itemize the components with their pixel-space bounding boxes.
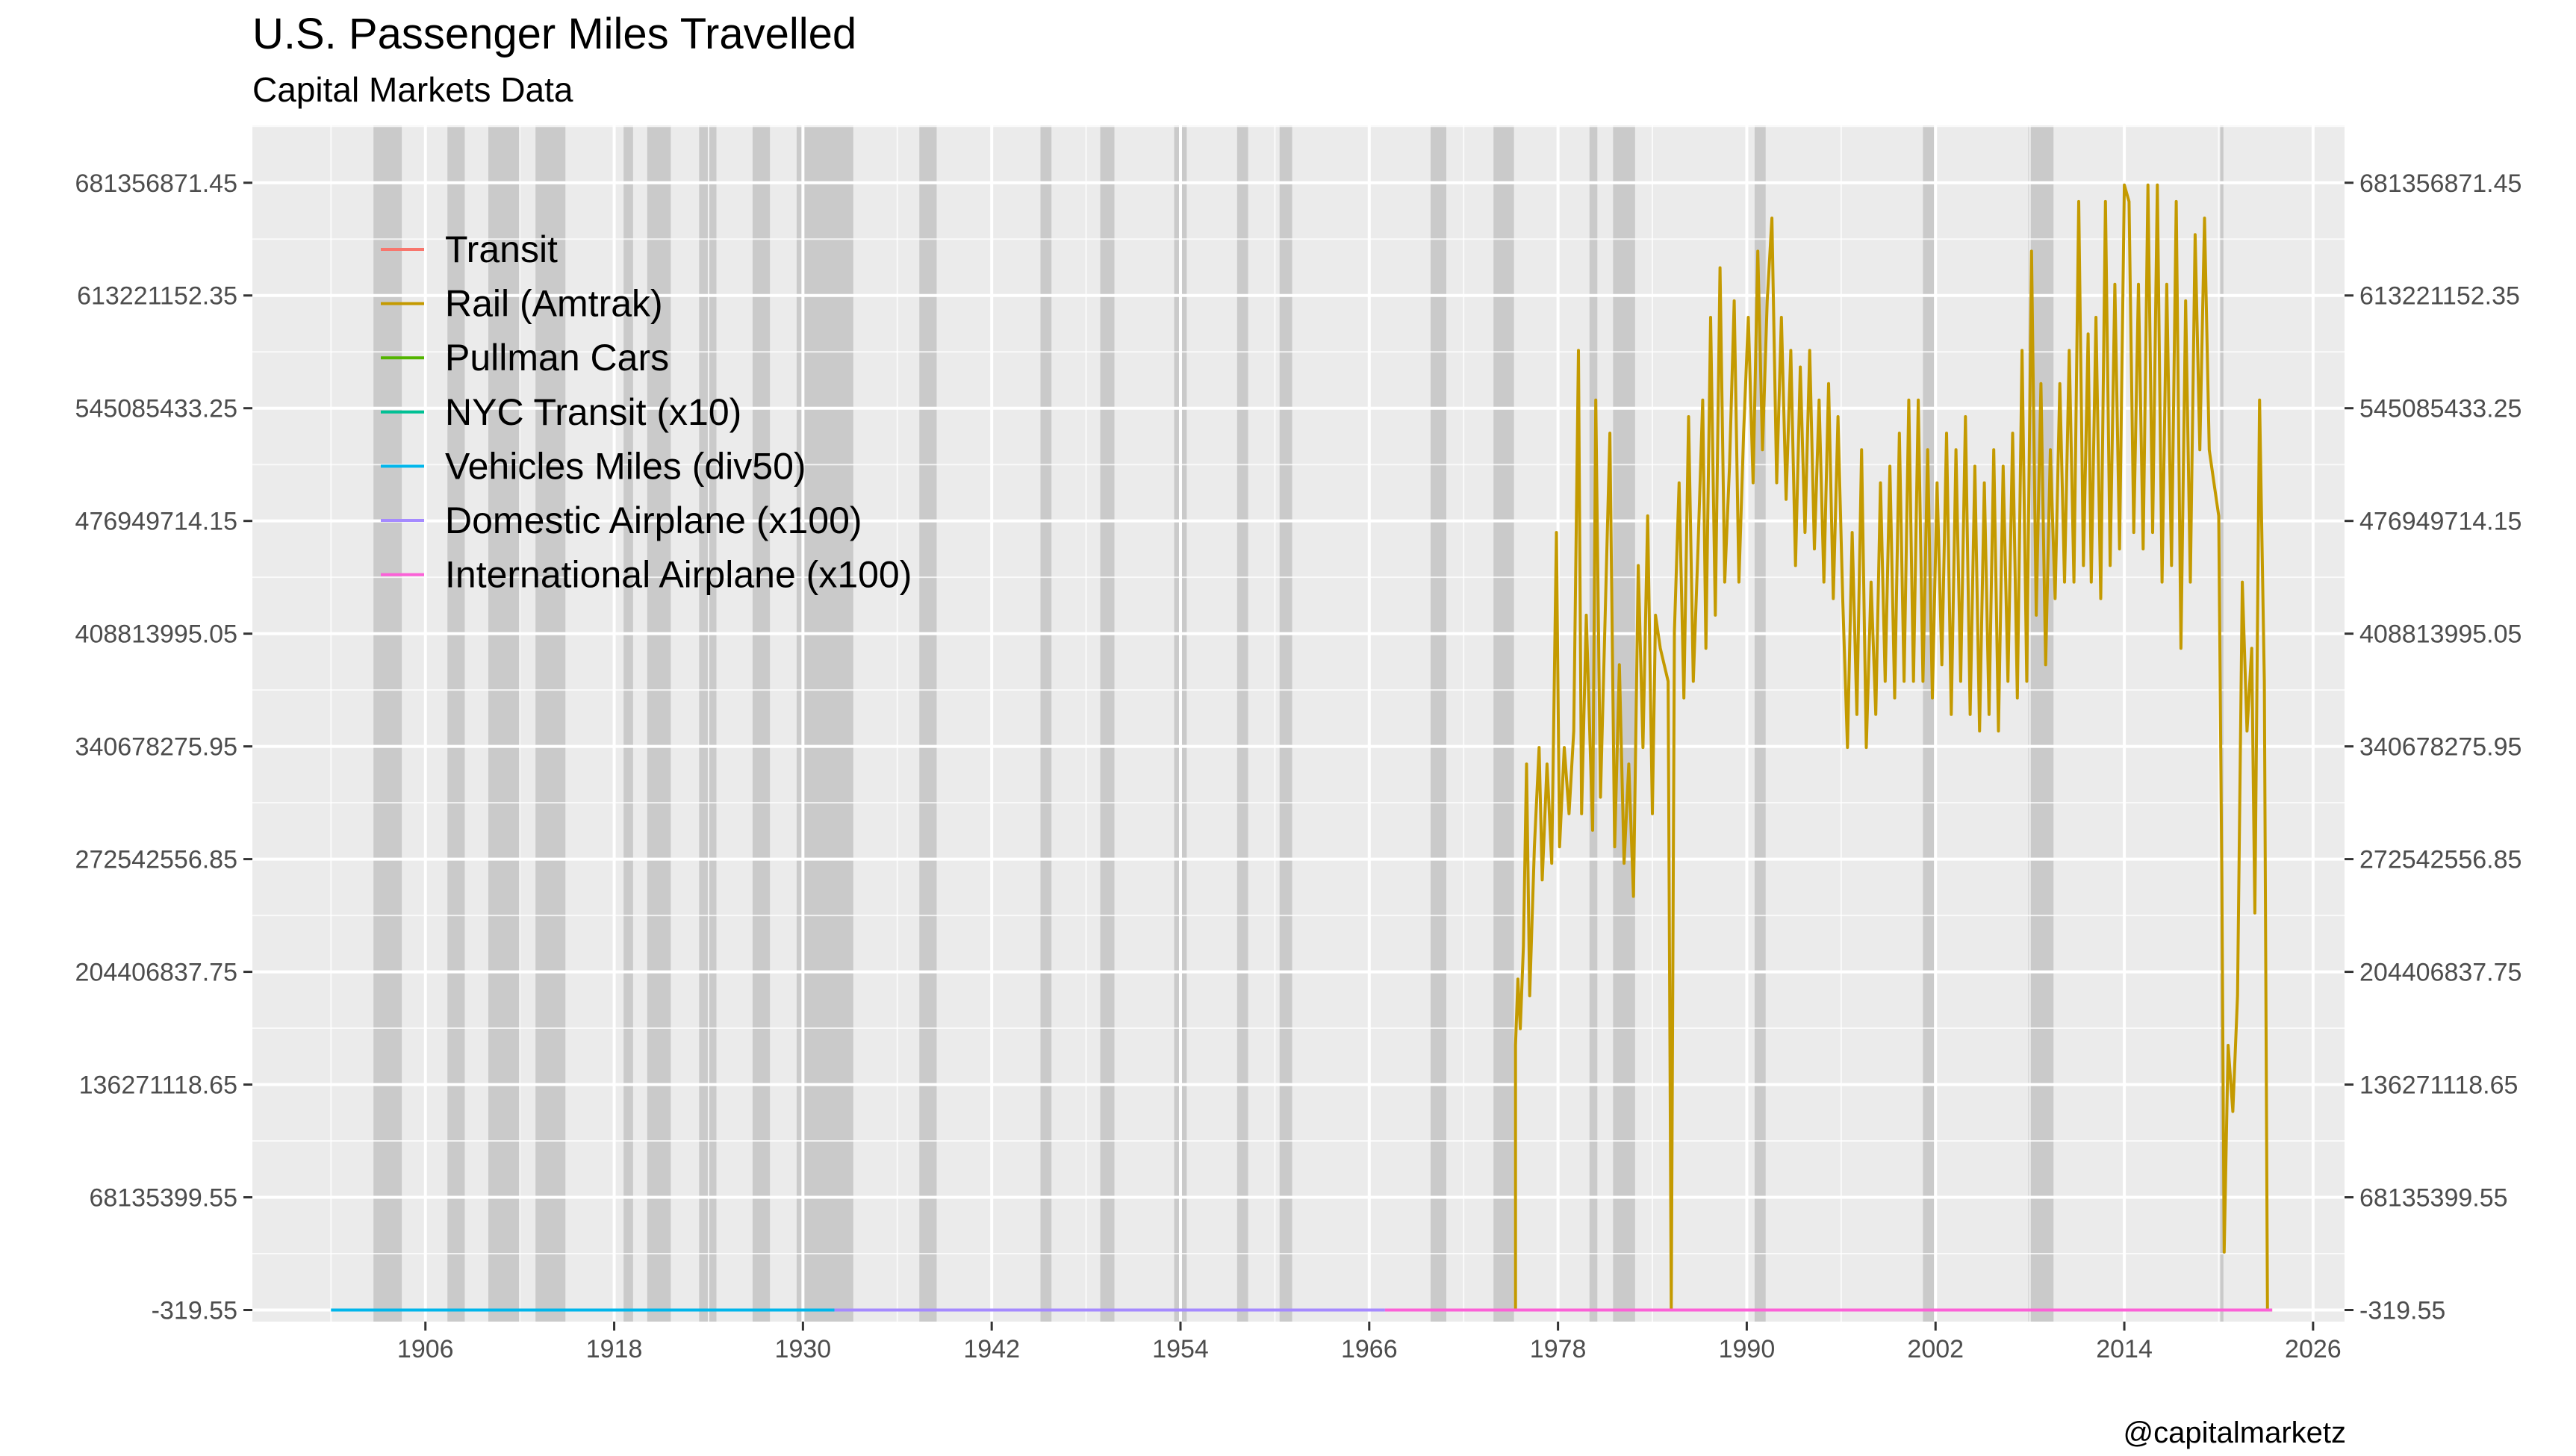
series-line-rail-amtrak — [1495, 183, 2273, 1312]
plot-panel — [252, 125, 2345, 1322]
x-tick-label: 1954 — [1152, 1335, 1209, 1363]
y-tick-label-right: 340678275.95 — [2359, 733, 2521, 762]
x-tick-label: 1906 — [397, 1335, 454, 1363]
recession-band — [699, 125, 717, 1322]
y-tick-label-right: 204406837.75 — [2359, 959, 2521, 987]
y-axis-right: -319.55 68135399.55 136271118.65 204406837.… — [2345, 169, 2521, 1325]
y-tick-label-right: 136271118.65 — [2359, 1071, 2518, 1100]
y-tick-label-left: 681356871.45 — [75, 169, 237, 198]
legend-label: Vehicles Miles (div50) — [445, 445, 806, 487]
y-tick-label-left: 136271118.65 — [79, 1071, 237, 1100]
recession-band — [647, 125, 671, 1322]
legend: Transit Rail (Amtrak) Pullman Cars NYC Tran… — [381, 228, 912, 596]
recession-band — [1430, 125, 1447, 1322]
y-tick-label-left: 204406837.75 — [75, 959, 237, 987]
legend-label: Transit — [445, 228, 558, 270]
y-tick-label-left: 68135399.55 — [89, 1184, 237, 1213]
recession-band — [623, 125, 633, 1322]
x-axis: 1906 1918 1930 1942 1954 1966 1978 1990 2002 2014… — [397, 1322, 2342, 1363]
x-tick-label: 2026 — [2285, 1335, 2342, 1363]
grid-minor — [252, 125, 2345, 1322]
recession-band — [796, 125, 853, 1322]
y-tick-label-left: -319.55 — [152, 1296, 237, 1325]
y-tick-label-right: 408813995.05 — [2359, 620, 2521, 649]
x-tick-label: 1966 — [1341, 1335, 1398, 1363]
chart-caption: @capitalmarketz — [2124, 1416, 2346, 1449]
x-tick-label: 1930 — [775, 1335, 832, 1363]
y-tick-label-left: 272542556.85 — [75, 846, 237, 874]
x-tick-label: 1942 — [963, 1335, 1020, 1363]
recession-band — [1236, 125, 1248, 1322]
recession-band — [1100, 125, 1115, 1322]
legend-label: Rail (Amtrak) — [445, 283, 663, 325]
y-tick-label-right: 272542556.85 — [2359, 846, 2521, 874]
x-tick-label: 1978 — [1530, 1335, 1587, 1363]
recession-band — [1040, 125, 1052, 1322]
y-tick-label-right: 476949714.15 — [2359, 508, 2521, 536]
y-tick-label-right: 681356871.45 — [2359, 169, 2521, 198]
y-tick-label-right: 68135399.55 — [2359, 1184, 2508, 1213]
y-tick-label-left: 476949714.15 — [75, 508, 237, 536]
recession-bands — [373, 125, 2224, 1322]
x-tick-label: 2014 — [2096, 1335, 2153, 1363]
recession-band — [535, 125, 566, 1322]
recession-band — [1279, 125, 1292, 1322]
y-tick-label-left: 408813995.05 — [75, 620, 237, 649]
recession-band — [488, 125, 520, 1322]
recession-band — [447, 125, 465, 1322]
y-tick-label-left: 613221152.35 — [77, 282, 237, 311]
y-tick-label-right: 545085433.25 — [2359, 395, 2521, 423]
chart-title: U.S. Passenger Miles Travelled — [252, 10, 856, 58]
x-tick-label: 1990 — [1719, 1335, 1776, 1363]
recession-band — [1493, 125, 1514, 1322]
y-axis-left: -319.55 68135399.55 136271118.65 204406837.… — [75, 169, 252, 1325]
legend-label: International Airplane (x100) — [445, 554, 912, 596]
y-tick-label-left: 340678275.95 — [75, 733, 237, 762]
x-tick-label: 2002 — [1907, 1335, 1964, 1363]
legend-label: NYC Transit (x10) — [445, 391, 741, 433]
grid-major — [252, 125, 2345, 1322]
y-tick-label-right: -319.55 — [2359, 1296, 2445, 1325]
y-tick-label-right: 613221152.35 — [2359, 282, 2520, 311]
recession-band — [373, 125, 402, 1322]
legend-label: Pullman Cars — [445, 337, 669, 379]
x-tick-label: 1918 — [586, 1335, 643, 1363]
recession-band — [752, 125, 771, 1322]
recession-band — [1923, 125, 1935, 1322]
legend-label: Domestic Airplane (x100) — [445, 500, 862, 541]
recession-band — [919, 125, 937, 1322]
series-lines — [331, 183, 2273, 1312]
y-tick-label-left: 545085433.25 — [75, 395, 237, 423]
chart-subtitle: Capital Markets Data — [252, 70, 573, 109]
